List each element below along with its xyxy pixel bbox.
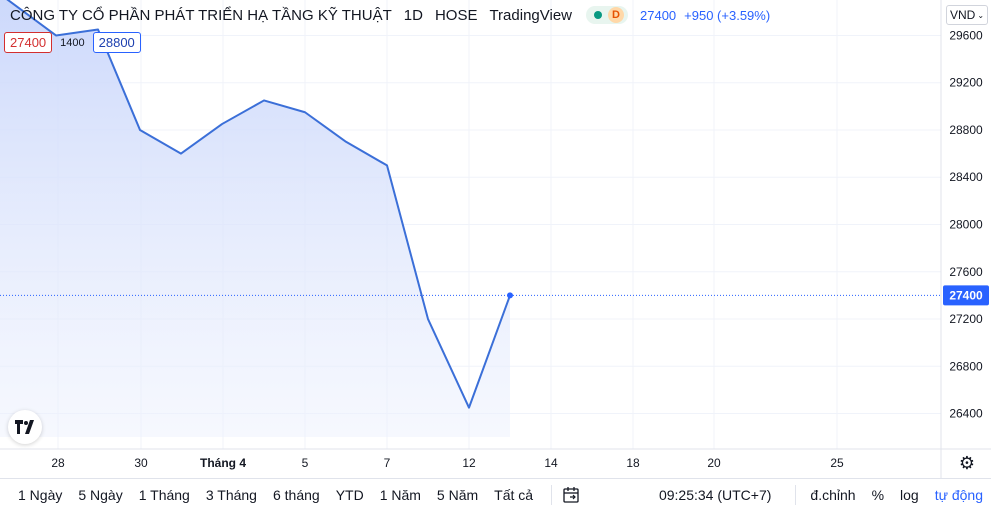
range-diff-value: 1400 [60,36,85,49]
range-button[interactable]: 5 Năm [436,487,479,503]
symbol-name[interactable]: CÔNG TY CỔ PHẦN PHÁT TRIỂN HẠ TẦNG KỸ TH… [10,6,392,24]
range-buttons: 1 Ngày 5 Ngày 1 Tháng 3 Tháng 6 tháng YTD 1 Nă… [0,487,541,503]
percent-toggle[interactable]: % [871,487,885,503]
last-price: 27400 [640,7,677,23]
y-tick-label: 28000 [949,218,983,232]
x-tick-label: 20 [707,456,721,470]
y-tick-label: 26800 [949,359,983,373]
provider-label: TradingView [489,6,572,24]
chart-legend: CÔNG TY CỔ PHẦN PHÁT TRIỂN HẠ TẦNG KỸ TH… [10,4,770,26]
x-tick-label: 25 [830,456,844,470]
x-tick-label: 12 [462,456,476,470]
range-button[interactable]: 1 Ngày [18,487,63,503]
market-status[interactable]: D [586,6,628,24]
y-tick-label: 28400 [949,170,983,184]
x-tick-label: 28 [51,456,65,470]
range-button[interactable]: 5 Ngày [78,487,123,503]
time-axis: 28 30 Tháng 4 5 7 12 14 18 20 25 [51,456,844,470]
range-button[interactable]: 1 Tháng [138,487,190,503]
range-values: 27400 1400 28800 [4,32,141,53]
range-button[interactable]: YTD [335,487,364,503]
toolbar-divider [795,485,797,505]
toolbar-divider [551,485,553,505]
range-button[interactable]: 6 tháng [272,487,320,503]
range-low-value: 27400 [4,32,53,53]
log-toggle[interactable]: log [900,487,919,503]
price-change: +950 (+3.59%) [684,7,771,23]
last-price-tag-label: 27400 [949,288,983,302]
calendar-goto-icon[interactable] [560,484,582,506]
market-open-dot-icon [594,11,602,19]
adjust-toggle[interactable]: đ.chỉnh [810,487,856,503]
x-tick-label: 30 [134,456,148,470]
y-tick-label: 29200 [949,76,983,90]
x-tick-label: 18 [626,456,640,470]
x-tick-label: 5 [302,456,309,470]
chevron-down-icon: ⌄ [977,10,985,20]
bottom-toolbar: 1 Ngày 5 Ngày 1 Tháng 3 Tháng 6 tháng YTD 1 Nă… [0,478,991,511]
tradingview-logo-icon[interactable] [8,410,42,444]
y-tick-label: 28800 [949,123,983,137]
y-tick-label: 27200 [949,312,983,326]
currency-selector[interactable]: VND ⌄ [946,5,988,25]
range-button[interactable]: Tất cả [494,487,534,503]
tv-logo-mark [15,420,34,434]
y-tick-label: 29600 [949,28,983,42]
price-axis: 26400 26800 27200 27600 28000 28400 28800 29200… [949,28,983,420]
delayed-badge: D [608,7,624,23]
currency-label: VND [949,8,976,22]
price-area-fill [0,0,510,449]
auto-scale-toggle[interactable]: tự động [934,487,983,503]
last-price-tag: 27400 [943,285,989,306]
last-price-dot [507,292,513,299]
range-button[interactable]: 1 Năm [379,487,421,503]
settings-gear-icon[interactable]: ⚙ [958,452,976,473]
range-button[interactable]: 3 Tháng [205,487,257,503]
x-tick-label: 7 [384,456,391,470]
interval-label[interactable]: 1D [403,6,423,24]
clock-time[interactable]: 09:25:34 (UTC+7) [658,487,772,503]
y-tick-label: 26400 [949,407,983,421]
x-tick-label: 14 [544,456,558,470]
exchange-label: HOSE [434,6,478,24]
price-line [6,0,511,409]
range-high-value: 28800 [92,32,141,53]
x-tick-label: Tháng 4 [200,456,246,470]
y-tick-label: 27600 [949,265,983,279]
